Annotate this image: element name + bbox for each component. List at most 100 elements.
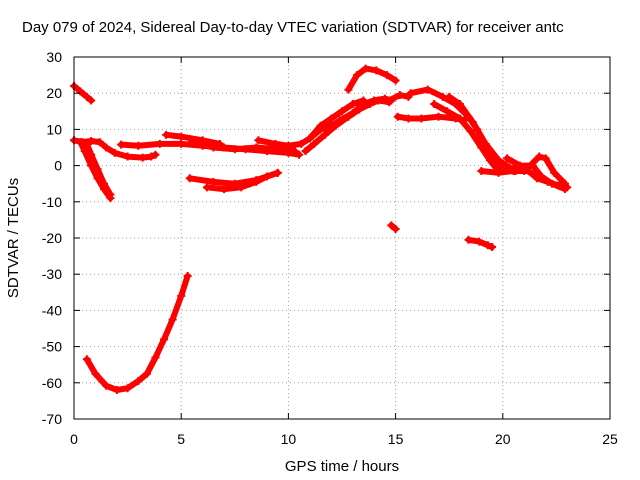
y-axis-label: SDTVAR / TECUs [5, 178, 22, 298]
data-point [361, 64, 370, 73]
data-point [202, 183, 211, 192]
data-series [70, 64, 572, 395]
data-point [273, 168, 282, 177]
data-point [187, 138, 196, 147]
data-point [320, 130, 329, 139]
data-point [209, 177, 218, 186]
data-point [406, 89, 415, 98]
data-point [93, 165, 102, 174]
data-point [393, 112, 402, 121]
data-point [87, 136, 96, 145]
data-point [102, 381, 111, 390]
data-point [344, 85, 353, 94]
y-tick-label: -70 [42, 411, 62, 427]
data-point [254, 136, 263, 145]
series-arc-08 [187, 138, 299, 156]
data-point [434, 112, 443, 121]
data-point [423, 85, 432, 94]
data-point [372, 66, 381, 75]
data-point [455, 100, 464, 109]
series-trace [345, 65, 399, 93]
data-point [359, 96, 368, 105]
data-point [230, 145, 239, 154]
data-point [477, 167, 486, 176]
data-point [112, 386, 121, 395]
data-point [550, 168, 559, 177]
data-point [102, 143, 111, 152]
data-point [252, 143, 261, 152]
data-point [404, 114, 413, 123]
x-tick-label: 5 [177, 431, 185, 447]
x-tick-label: 10 [281, 431, 297, 447]
data-point [162, 130, 171, 139]
data-point [76, 87, 85, 96]
data-point [252, 177, 261, 186]
data-point [301, 147, 310, 156]
y-tick-label: -60 [42, 375, 62, 391]
data-point [155, 139, 164, 148]
series-arc-12 [344, 64, 400, 94]
data-point [455, 114, 464, 123]
data-point [91, 369, 100, 378]
data-point [395, 91, 404, 100]
data-point [295, 150, 304, 159]
series-arc-10 [301, 96, 394, 156]
axis-ticks [73, 56, 611, 420]
plot-frame [73, 56, 611, 420]
y-tick-label: 20 [46, 85, 62, 101]
data-point [316, 121, 325, 130]
data-point [477, 143, 486, 152]
data-point [142, 369, 151, 378]
data-point [177, 139, 186, 148]
series-arc-05 [82, 272, 192, 395]
data-point [284, 141, 293, 150]
data-point [443, 107, 452, 116]
chart-title: Day 079 of 2024, Sidereal Day-to-day VTE… [22, 19, 564, 36]
data-point [177, 132, 186, 141]
data-point [348, 100, 357, 109]
data-point [87, 96, 96, 105]
data-point [237, 183, 246, 192]
data-point [82, 355, 91, 364]
data-point [494, 168, 503, 177]
x-tick-label: 25 [602, 431, 618, 447]
data-point [464, 235, 473, 244]
y-tick-label: -50 [42, 339, 62, 355]
data-point [365, 100, 374, 109]
data-point [481, 139, 490, 148]
series-arc-19 [445, 92, 529, 176]
data-point [385, 96, 394, 105]
series-arc-01 [70, 81, 96, 105]
data-point [331, 121, 340, 130]
data-point [138, 153, 147, 162]
data-point [391, 224, 400, 233]
data-point [262, 172, 271, 181]
data-point [327, 114, 336, 123]
data-point [485, 156, 494, 165]
data-point [82, 139, 91, 148]
data-point [106, 190, 115, 199]
data-point [134, 141, 143, 150]
y-tick-label: 30 [46, 49, 62, 65]
data-point [76, 138, 85, 147]
data-point [338, 107, 346, 116]
grid-lines [74, 57, 610, 419]
data-point [82, 92, 91, 101]
data-point [344, 112, 353, 121]
data-point [503, 154, 512, 163]
data-point [95, 138, 104, 147]
series-arc-14 [202, 168, 282, 194]
y-tick-label: -30 [42, 266, 62, 282]
y-tick-label: -40 [42, 302, 62, 318]
data-point [220, 185, 229, 194]
x-tick-label: 15 [388, 431, 404, 447]
y-tick-label: -20 [42, 230, 62, 246]
data-point [353, 71, 362, 80]
series-arc-21 [503, 154, 569, 194]
series-trace [71, 83, 95, 104]
data-point [509, 167, 518, 176]
y-tick-label: -10 [42, 194, 62, 210]
data-point [483, 241, 492, 250]
axis-tick-labels: 0 5 10 15 20 25 -70 -60 -50 -40 -30 -20 -10 0 10 20 30 [42, 49, 618, 447]
